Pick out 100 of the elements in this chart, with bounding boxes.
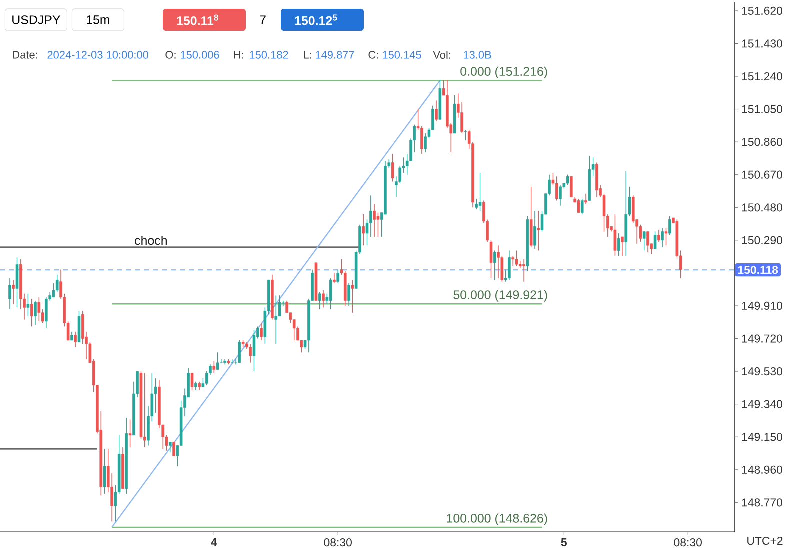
candlestick bbox=[12, 280, 15, 305]
candlestick bbox=[190, 372, 194, 391]
y-tick-label: 151.430 bbox=[742, 40, 782, 48]
y-tick-label: 150.860 bbox=[742, 138, 782, 146]
annotation: 150.12$^{5}$ bbox=[295, 14, 338, 26]
candlestick bbox=[642, 231, 646, 252]
series-label: 100.000 (148.626) bbox=[447, 514, 548, 526]
candlestick bbox=[515, 250, 518, 267]
candlestick bbox=[435, 100, 438, 122]
candlestick bbox=[329, 278, 332, 310]
candlestick bbox=[617, 233, 620, 256]
candlestick bbox=[566, 174, 570, 186]
x-tick-label: 08:30 bbox=[674, 538, 702, 547]
x-tick-label: 08:30 bbox=[324, 538, 352, 547]
annotation: 2024-12-03 10:00:00 bbox=[48, 51, 148, 59]
candlestick bbox=[668, 216, 672, 236]
candlestick bbox=[490, 240, 493, 279]
candlestick bbox=[475, 198, 478, 210]
series-label: choch bbox=[135, 236, 167, 246]
text: UTC+2 bbox=[748, 536, 783, 546]
annotation: 150.11$^{8}$ bbox=[177, 14, 218, 26]
y-tick-label: 150.480 bbox=[742, 204, 782, 212]
candlestick bbox=[512, 256, 514, 267]
candlestick bbox=[318, 292, 322, 310]
annotation: C: bbox=[368, 51, 378, 59]
candlestick bbox=[362, 214, 366, 246]
annotation: Vol: bbox=[433, 50, 450, 60]
candlestick bbox=[658, 230, 660, 242]
annotation: 150.145 bbox=[383, 51, 422, 59]
candlestick bbox=[333, 272, 336, 284]
annotation: L: bbox=[304, 51, 312, 59]
candlestick bbox=[559, 184, 562, 206]
y-tick-label: 148.770 bbox=[742, 498, 782, 507]
x-tick-label: 4 bbox=[211, 538, 218, 546]
y-tick-label: 150.290 bbox=[742, 236, 782, 244]
candlestick bbox=[212, 360, 216, 374]
candlestick bbox=[74, 332, 77, 348]
y-tick-label: 151.620 bbox=[742, 6, 782, 16]
series-label: 0.000 (151.216) bbox=[460, 66, 548, 78]
y-tick-label: 149.720 bbox=[742, 334, 782, 343]
annotation: 13.0B bbox=[464, 51, 492, 59]
y-tick-label: 148.960 bbox=[742, 466, 782, 474]
candlestick bbox=[621, 236, 624, 256]
y-tick-label: 150.670 bbox=[742, 170, 782, 179]
y-tick-label: 149.530 bbox=[742, 367, 782, 376]
candlestick bbox=[168, 442, 172, 453]
candlestick bbox=[493, 250, 496, 280]
candlestick bbox=[534, 210, 536, 250]
candlestick bbox=[30, 298, 34, 328]
candlestick bbox=[26, 294, 30, 317]
candlestick bbox=[570, 176, 573, 198]
candlestick bbox=[238, 340, 242, 364]
candlestick bbox=[646, 231, 650, 253]
candlestick bbox=[664, 228, 668, 246]
ref-line-label: 150.118 bbox=[738, 266, 778, 274]
annotation: 15m bbox=[87, 16, 110, 24]
candlestick bbox=[172, 442, 176, 456]
y-tick-label: 151.050 bbox=[742, 105, 782, 114]
y-tick-label: 149.340 bbox=[742, 400, 782, 408]
candlestick bbox=[614, 214, 617, 256]
series-label: 50.000 (149.921) bbox=[454, 290, 548, 302]
candlestick bbox=[391, 154, 394, 182]
candlestick bbox=[249, 344, 252, 364]
candlestick bbox=[373, 204, 376, 238]
candlestick bbox=[522, 259, 526, 282]
candlestick bbox=[420, 126, 424, 155]
candlestick bbox=[555, 176, 558, 202]
candlestick bbox=[351, 280, 354, 314]
candlestick bbox=[348, 283, 350, 306]
candlestick bbox=[252, 330, 256, 372]
candlestick bbox=[274, 295, 278, 344]
candlestick bbox=[143, 372, 146, 448]
annotation: O: bbox=[166, 51, 176, 59]
candlestick bbox=[322, 290, 325, 308]
candlestick bbox=[537, 210, 540, 252]
x-tick-label: 5 bbox=[561, 538, 567, 547]
annotation: Date: bbox=[13, 51, 38, 59]
annotation: 7 bbox=[260, 16, 266, 24]
candlestick bbox=[38, 297, 41, 322]
candlestick bbox=[260, 322, 263, 341]
candlestick bbox=[376, 212, 380, 238]
candlestick bbox=[508, 250, 511, 280]
y-tick-label: 151.240 bbox=[742, 72, 782, 81]
candlestick bbox=[34, 300, 37, 326]
candlestick bbox=[654, 231, 657, 250]
candlestick bbox=[497, 245, 500, 279]
annotation: 149.877 bbox=[316, 51, 354, 59]
annotation: H: bbox=[234, 51, 244, 59]
y-tick-label: 149.150 bbox=[742, 433, 782, 442]
y-tick-label: 149.910 bbox=[742, 302, 782, 310]
candlestick bbox=[8, 278, 12, 310]
annotation: 150.006 bbox=[181, 51, 220, 59]
text: USDJPY bbox=[12, 16, 60, 24]
candlestick bbox=[370, 195, 372, 238]
candlestick bbox=[580, 198, 584, 215]
candlestick bbox=[216, 352, 220, 370]
candlestick bbox=[336, 269, 340, 284]
candlestick bbox=[577, 198, 580, 214]
candlestick bbox=[661, 228, 664, 248]
candlestick bbox=[424, 133, 427, 153]
